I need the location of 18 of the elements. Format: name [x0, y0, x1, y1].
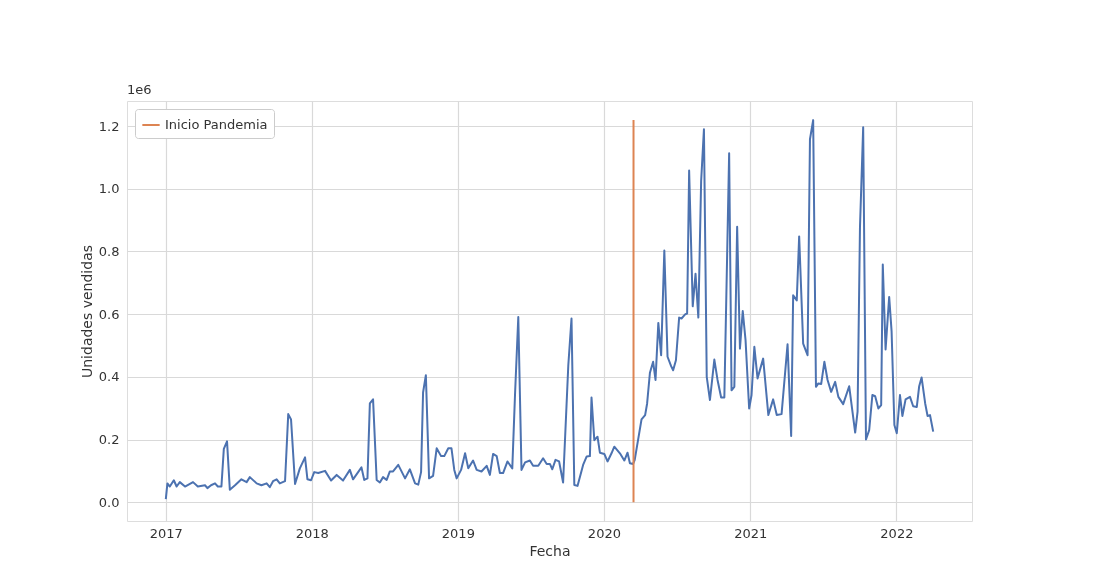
x-tick-label: 2022 [880, 525, 914, 541]
x-tick-label: 2019 [441, 525, 475, 541]
y-tick-label: 0.6 [98, 306, 120, 322]
x-axis-title: Fecha [529, 542, 571, 559]
x-tick-label: 2017 [149, 525, 183, 541]
y-tick-label: 1.0 [98, 181, 120, 197]
y-tick-label: 0.4 [98, 369, 120, 385]
line-series [164, 119, 935, 501]
y-axis-title: Unidades vendidas [78, 244, 95, 379]
text: 1e6 [127, 82, 152, 97]
legend-label: Inicio Pandemia [165, 117, 268, 132]
x-tick-label: 2020 [587, 525, 621, 541]
y-tick-label: 0.0 [98, 494, 120, 510]
y-tick-label: 0.2 [98, 432, 120, 448]
x-tick-label: 2021 [734, 525, 768, 541]
x-tick-label: 2018 [295, 525, 329, 541]
y-tick-label: 0.8 [98, 243, 120, 259]
y-tick-label: 1.2 [98, 118, 120, 134]
